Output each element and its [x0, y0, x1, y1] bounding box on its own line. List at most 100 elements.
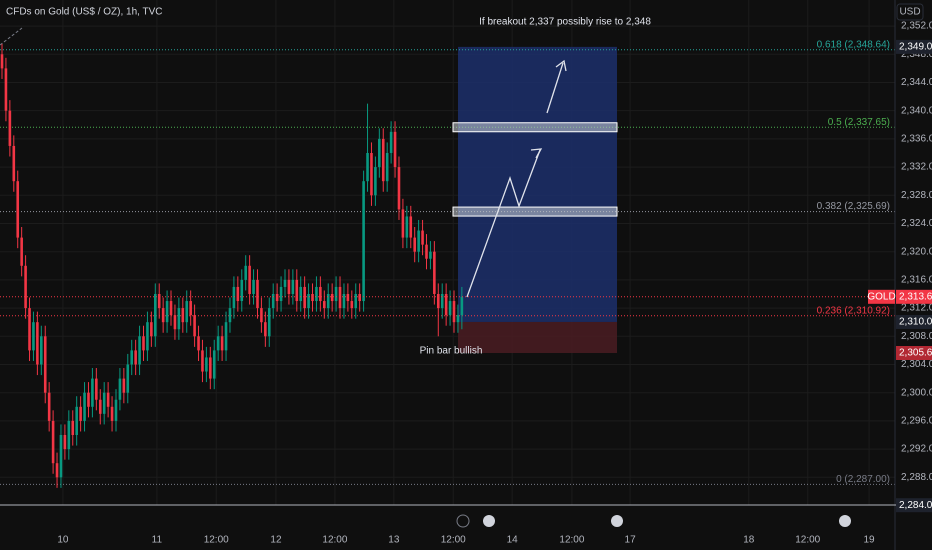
- candle-body: [146, 322, 149, 351]
- candle-body: [169, 301, 173, 316]
- candle-body: [421, 230, 424, 245]
- currency[interactable]: USD: [899, 7, 920, 18]
- breakout-zone: [452, 122, 618, 133]
- candle-body: [83, 392, 86, 421]
- candle-body: [460, 296, 464, 316]
- y-tick-label: 2,348.00: [901, 49, 932, 60]
- candle-body: [224, 322, 228, 351]
- price-tag-label: 2,284.04: [899, 500, 932, 511]
- candle-body: [366, 152, 369, 182]
- candle-body: [71, 420, 75, 435]
- candle-body: [429, 251, 432, 259]
- candle-body: [378, 138, 381, 168]
- y-tick-label: 2,328.00: [901, 190, 932, 201]
- candle-body: [283, 279, 287, 287]
- x-tick-label: 12:00: [322, 535, 347, 546]
- candle-body: [287, 279, 291, 294]
- price-tag-label: 2,310.03: [899, 317, 932, 328]
- y-tick-label: 2,300.00: [901, 387, 932, 398]
- candle-body: [197, 336, 200, 351]
- y-tick-label: 2,336.00: [901, 134, 932, 145]
- candle-body: [291, 279, 295, 294]
- candle-body: [358, 293, 361, 302]
- y-tick-label: 2,340.00: [901, 105, 932, 116]
- candle-body: [330, 293, 334, 302]
- currency-button[interactable]: [896, 3, 924, 21]
- candle-body: [456, 315, 460, 323]
- event-flag[interactable]: [611, 515, 623, 527]
- annotation: If breakout 2,337 possibly rise to 2,348: [479, 17, 651, 28]
- price-tag: [896, 345, 932, 360]
- x-tick-label: 19: [863, 535, 875, 546]
- candle-body: [43, 336, 47, 393]
- candle-body: [142, 336, 145, 351]
- candle-body: [452, 301, 456, 323]
- candle-body: [409, 216, 413, 238]
- projection-path: [466, 149, 541, 298]
- candle-body: [130, 350, 134, 365]
- y-tick-label: 2,332.00: [901, 162, 932, 173]
- chart-title: CFDs on Gold (US$ / OZ), 1h, TVC: [6, 7, 163, 18]
- x-tick-label: 14: [507, 535, 519, 546]
- candle-body: [0, 54, 4, 69]
- event-flag[interactable]: [839, 515, 851, 527]
- candle-body: [393, 131, 397, 168]
- candle-body: [20, 237, 23, 266]
- event-flag[interactable]: [483, 515, 495, 527]
- candle-body: [157, 293, 161, 309]
- event-icon[interactable]: [456, 514, 470, 528]
- candle-body: [67, 420, 71, 450]
- candle-body: [385, 152, 389, 182]
- y-tick-label: 2,308.00: [901, 331, 932, 342]
- x-tick-label: 17: [625, 535, 637, 546]
- candle-body: [295, 279, 299, 302]
- candle-body: [114, 399, 118, 421]
- candle-body: [181, 308, 185, 323]
- candle-body: [338, 286, 342, 309]
- y-tick-label: 2,352.00: [901, 21, 932, 32]
- x-tick-label: 12:00: [795, 535, 820, 546]
- candle-body: [425, 244, 428, 259]
- candle-body: [47, 392, 51, 421]
- candle-body: [436, 293, 440, 309]
- x-tick-label: 10: [57, 535, 69, 546]
- candle-body: [189, 301, 192, 316]
- candle-body: [323, 301, 326, 309]
- candle-body: [220, 336, 224, 351]
- candle-body: [248, 265, 251, 294]
- x-tick-label: 12:00: [204, 535, 229, 546]
- price-tag: [896, 314, 932, 329]
- candle-body: [319, 286, 322, 302]
- candle-body: [212, 350, 216, 379]
- y-tick-label: 2,320.00: [901, 246, 932, 257]
- y-tick-label: 2,312.00: [901, 303, 932, 314]
- breakout-zone: [452, 206, 618, 217]
- candle-body: [118, 378, 122, 400]
- candle-body: [91, 378, 94, 407]
- candle-body: [12, 145, 16, 182]
- candle-body: [307, 293, 310, 309]
- annotation: Pin bar bullish: [420, 346, 483, 357]
- candle-body: [216, 336, 220, 351]
- y-tick-label: 2,324.00: [901, 218, 932, 229]
- target-zone: [458, 46, 617, 322]
- candle-body: [55, 463, 59, 478]
- candle-body: [122, 378, 126, 393]
- candle-body: [36, 322, 39, 365]
- price-tag: [896, 498, 932, 513]
- y-tick-label: 2,296.00: [901, 416, 932, 427]
- candle-body: [185, 301, 189, 323]
- candle-body: [389, 131, 393, 153]
- candle-body: [106, 392, 110, 407]
- price-tag: [896, 289, 932, 304]
- candle-body: [79, 406, 82, 421]
- candle-body: [75, 406, 78, 435]
- candle-body: [98, 399, 102, 414]
- candle-body: [397, 167, 401, 210]
- symbol-name: GOLD: [867, 291, 895, 302]
- candle-body: [252, 279, 255, 294]
- fib-label: 0.618 (2,348.64): [817, 39, 890, 50]
- x-tick-label: 18: [743, 535, 755, 546]
